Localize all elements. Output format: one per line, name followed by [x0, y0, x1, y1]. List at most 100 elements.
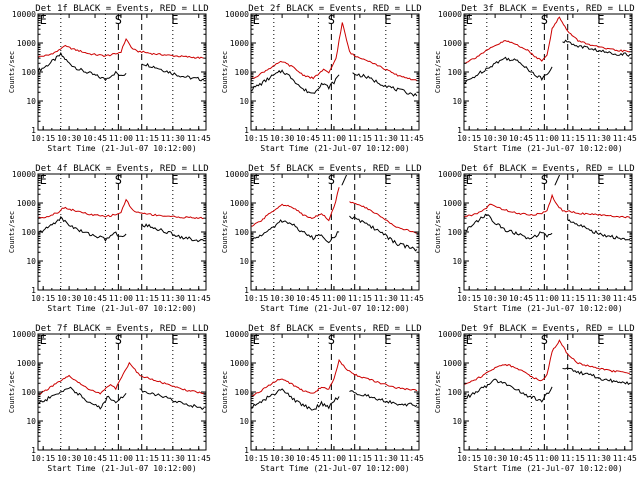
x-tick-label: 10:15: [457, 134, 481, 143]
x-tick-label: 11:15: [135, 294, 159, 303]
x-tick-label: 11:00: [322, 454, 346, 463]
plot-frame: [37, 13, 207, 131]
x-tick-label: 10:30: [270, 454, 294, 463]
x-tick-label: 10:15: [457, 454, 481, 463]
y-tick-label: 1000: [443, 39, 462, 48]
x-tick-label: 10:30: [57, 134, 81, 143]
marker-E: E: [40, 333, 47, 347]
chart-title: Det 6f BLACK = Events, RED = LLD: [461, 164, 634, 174]
y-tick-label: 1: [31, 286, 36, 295]
x-tick-label: 11:45: [187, 294, 211, 303]
y-tick-label: 1000: [230, 199, 249, 208]
x-tick-label: 11:15: [348, 454, 372, 463]
y-tick-label: 1000: [230, 39, 249, 48]
marker-S: S: [541, 173, 548, 187]
x-tick-label: 10:45: [296, 134, 320, 143]
lld-line: [251, 358, 418, 397]
x-tick-label: 10:15: [244, 454, 268, 463]
x-tick-label: 11:45: [613, 294, 637, 303]
lld-line: [463, 193, 631, 219]
y-tick-label: 10000: [12, 10, 36, 19]
x-tick-label: 10:30: [57, 294, 81, 303]
y-tick-label: 10000: [438, 330, 462, 339]
x-tick-label: 10:45: [509, 134, 533, 143]
y-axis-label: Counts/sec: [8, 371, 16, 413]
x-tick-label: 10:30: [270, 294, 294, 303]
x-tick-label: 11:00: [109, 454, 133, 463]
y-tick-label: 100: [235, 388, 250, 397]
y-tick-label: 10: [26, 257, 36, 266]
x-tick-label: 11:30: [374, 294, 398, 303]
x-tick-label: 10:30: [270, 134, 294, 143]
y-tick-label: 1000: [17, 199, 36, 208]
marker-E: E: [40, 173, 47, 187]
x-tick-label: 10:15: [457, 294, 481, 303]
y-tick-label: 1: [457, 446, 462, 455]
marker-E: E: [466, 333, 473, 347]
lld-line: [463, 16, 630, 64]
y-axis-label: Counts/sec: [8, 51, 16, 93]
x-tick-label: 11:45: [400, 294, 424, 303]
y-tick-label: 10: [26, 97, 36, 106]
chart-title: Det 5f BLACK = Events, RED = LLD: [248, 164, 421, 174]
marker-E: E: [384, 333, 391, 347]
marker-S: S: [115, 13, 122, 27]
y-tick-label: 100: [448, 68, 463, 77]
x-tick-label: 10:30: [483, 294, 507, 303]
events-line: [37, 386, 205, 410]
events-line: [463, 367, 631, 403]
lld-line: [37, 361, 204, 396]
y-tick-label: 10: [239, 417, 249, 426]
x-axis-label: Start Time (21-Jul-07 10:12:00): [260, 464, 409, 473]
y-tick-label: 10000: [225, 10, 249, 19]
x-tick-label: 11:45: [187, 134, 211, 143]
x-tick-label: 11:00: [109, 134, 133, 143]
y-tick-label: 10: [239, 97, 249, 106]
x-tick-label: 11:15: [135, 454, 159, 463]
x-tick-label: 11:30: [587, 294, 611, 303]
x-tick-label: 11:15: [348, 294, 372, 303]
x-tick-label: 11:45: [613, 454, 637, 463]
x-tick-label: 10:45: [509, 454, 533, 463]
x-tick-label: 11:30: [587, 454, 611, 463]
x-tick-label: 10:45: [509, 294, 533, 303]
events-line: [463, 39, 631, 84]
y-tick-label: 1000: [443, 359, 462, 368]
x-tick-label: 11:45: [400, 134, 424, 143]
marker-E: E: [253, 333, 260, 347]
marker-E: E: [171, 333, 178, 347]
y-tick-label: 10: [239, 257, 249, 266]
x-tick-label: 11:00: [322, 134, 346, 143]
x-tick-label: 10:15: [244, 134, 268, 143]
events-line: [250, 388, 418, 411]
lld-line: [250, 22, 418, 82]
lld-line: [251, 187, 418, 234]
x-axis-label: Start Time (21-Jul-07 10:12:00): [47, 144, 196, 153]
x-axis-label: Start Time (21-Jul-07 10:12:00): [473, 144, 622, 153]
x-tick-label: 11:45: [187, 454, 211, 463]
marker-E: E: [253, 173, 260, 187]
marker-E: E: [597, 13, 604, 27]
y-tick-label: 10000: [438, 170, 462, 179]
events-line: [250, 69, 418, 97]
x-tick-label: 11:00: [535, 454, 559, 463]
x-tick-label: 10:30: [483, 134, 507, 143]
y-tick-label: 100: [448, 388, 463, 397]
x-tick-label: 11:00: [109, 294, 133, 303]
plot-frame: [250, 13, 420, 131]
marker-E: E: [171, 13, 178, 27]
x-tick-label: 10:30: [57, 454, 81, 463]
y-axis-label: Counts/sec: [434, 211, 442, 253]
x-tick-label: 11:30: [587, 134, 611, 143]
y-tick-label: 10000: [225, 330, 249, 339]
chart-title: Det 7f BLACK = Events, RED = LLD: [35, 324, 208, 334]
y-axis-label: Counts/sec: [221, 211, 229, 253]
x-axis-label: Start Time (21-Jul-07 10:12:00): [473, 304, 622, 313]
y-tick-label: 1: [457, 286, 462, 295]
y-tick-label: 1: [31, 126, 36, 135]
